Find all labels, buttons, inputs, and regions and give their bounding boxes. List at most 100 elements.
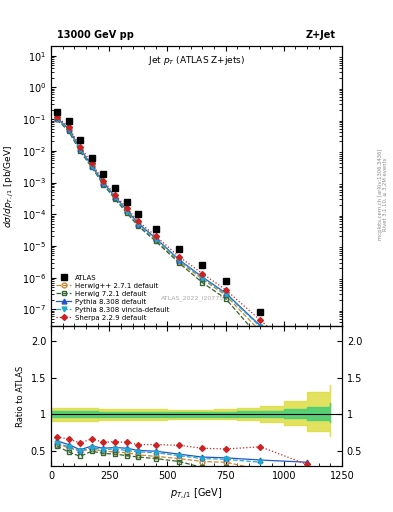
Line: Herwig 7.2.1 default: Herwig 7.2.1 default (55, 117, 309, 388)
Text: mcplots.cern.ch [arXiv:1306.3436]: mcplots.cern.ch [arXiv:1306.3436] (378, 149, 382, 240)
Pythia 8.308 default (177, 257, 182, 263)
Text: Rivet 3.1.10, ≥ 3.2M events: Rivet 3.1.10, ≥ 3.2M events (383, 158, 387, 231)
Herwig++ 2.7.1 default (90, 163, 94, 169)
ATLAS (258, 309, 263, 315)
Sherpa 2.2.9 default (66, 124, 71, 130)
Herwig 7.2.1 default (66, 128, 71, 134)
ATLAS (113, 185, 118, 191)
Pythia 8.308 vincia-default (113, 194, 118, 200)
Legend: ATLAS, Herwig++ 2.7.1 default, Herwig 7.2.1 default, Pythia 8.308 default, Pythi: ATLAS, Herwig++ 2.7.1 default, Herwig 7.… (55, 273, 171, 323)
Herwig++ 2.7.1 default (55, 116, 59, 122)
Herwig 7.2.1 default (305, 382, 309, 389)
Pythia 8.308 default (200, 274, 205, 280)
Line: Sherpa 2.2.9 default: Sherpa 2.2.9 default (55, 115, 309, 362)
Pythia 8.308 default (113, 194, 118, 200)
Pythia 8.308 default (153, 235, 158, 241)
Text: 13000 GeV pp: 13000 GeV pp (57, 31, 134, 40)
Sherpa 2.2.9 default (258, 317, 263, 324)
Sherpa 2.2.9 default (223, 287, 228, 293)
Pythia 8.308 vincia-default (305, 361, 309, 368)
Pythia 8.308 default (223, 290, 228, 296)
Herwig 7.2.1 default (258, 335, 263, 342)
ATLAS (305, 338, 309, 344)
Pythia 8.308 vincia-default (66, 126, 71, 132)
Herwig 7.2.1 default (90, 164, 94, 170)
Herwig 7.2.1 default (177, 260, 182, 266)
Pythia 8.308 default (66, 125, 71, 132)
Sherpa 2.2.9 default (78, 143, 83, 150)
Pythia 8.308 vincia-default (124, 208, 129, 214)
ATLAS (90, 155, 94, 161)
ATLAS (223, 278, 228, 284)
Herwig 7.2.1 default (78, 148, 83, 155)
ATLAS (200, 262, 205, 268)
Herwig 7.2.1 default (153, 238, 158, 244)
ATLAS (153, 226, 158, 232)
Herwig 7.2.1 default (124, 210, 129, 216)
Pythia 8.308 vincia-default (153, 236, 158, 242)
Sherpa 2.2.9 default (101, 178, 106, 184)
ATLAS (136, 211, 141, 217)
Pythia 8.308 vincia-default (55, 116, 59, 122)
Line: Herwig++ 2.7.1 default: Herwig++ 2.7.1 default (55, 117, 309, 366)
Herwig 7.2.1 default (223, 295, 228, 302)
Herwig++ 2.7.1 default (101, 181, 106, 187)
Pythia 8.308 vincia-default (136, 221, 141, 227)
Line: ATLAS: ATLAS (54, 109, 310, 344)
Sherpa 2.2.9 default (136, 219, 141, 225)
ATLAS (66, 118, 71, 124)
Pythia 8.308 vincia-default (258, 324, 263, 330)
Herwig 7.2.1 default (113, 196, 118, 202)
Herwig++ 2.7.1 default (177, 259, 182, 265)
Pythia 8.308 default (305, 360, 309, 367)
Line: Pythia 8.308 vincia-default: Pythia 8.308 vincia-default (55, 116, 309, 367)
Pythia 8.308 default (101, 180, 106, 186)
Pythia 8.308 default (90, 163, 94, 169)
ATLAS (101, 172, 106, 178)
Herwig 7.2.1 default (55, 116, 59, 122)
ATLAS (124, 199, 129, 205)
Herwig++ 2.7.1 default (200, 276, 205, 282)
Herwig 7.2.1 default (200, 280, 205, 286)
ATLAS (55, 109, 59, 115)
Sherpa 2.2.9 default (305, 357, 309, 364)
Herwig++ 2.7.1 default (136, 222, 141, 228)
Sherpa 2.2.9 default (124, 205, 129, 211)
Sherpa 2.2.9 default (177, 253, 182, 260)
Herwig++ 2.7.1 default (78, 146, 83, 153)
Sherpa 2.2.9 default (113, 191, 118, 198)
Pythia 8.308 default (136, 221, 141, 227)
Sherpa 2.2.9 default (153, 233, 158, 239)
Sherpa 2.2.9 default (200, 270, 205, 276)
Pythia 8.308 default (55, 115, 59, 121)
Y-axis label: Ratio to ATLAS: Ratio to ATLAS (16, 366, 25, 426)
Herwig++ 2.7.1 default (124, 209, 129, 215)
ATLAS (78, 137, 83, 143)
Herwig++ 2.7.1 default (223, 292, 228, 298)
Herwig++ 2.7.1 default (153, 237, 158, 243)
Herwig++ 2.7.1 default (66, 126, 71, 133)
Pythia 8.308 default (258, 323, 263, 329)
Herwig++ 2.7.1 default (258, 329, 263, 335)
ATLAS (177, 246, 182, 252)
Herwig 7.2.1 default (136, 223, 141, 229)
Herwig 7.2.1 default (101, 182, 106, 188)
Line: Pythia 8.308 default: Pythia 8.308 default (55, 116, 309, 366)
Pythia 8.308 vincia-default (90, 163, 94, 169)
X-axis label: $p_{T,j1}$ [GeV]: $p_{T,j1}$ [GeV] (170, 486, 223, 501)
Text: ATLAS_2022_I2077570: ATLAS_2022_I2077570 (161, 295, 232, 301)
Pythia 8.308 default (78, 146, 83, 152)
Herwig++ 2.7.1 default (305, 360, 309, 367)
Pythia 8.308 vincia-default (200, 274, 205, 281)
Text: Jet $p_T$ (ATLAS Z+jets): Jet $p_T$ (ATLAS Z+jets) (148, 54, 245, 68)
Sherpa 2.2.9 default (55, 114, 59, 120)
Pythia 8.308 vincia-default (101, 180, 106, 186)
Pythia 8.308 default (124, 207, 129, 213)
Text: Z+Jet: Z+Jet (306, 31, 336, 40)
Y-axis label: $d\sigma/dp_{T,j1}$ [pb/GeV]: $d\sigma/dp_{T,j1}$ [pb/GeV] (4, 144, 17, 228)
Pythia 8.308 vincia-default (223, 291, 228, 297)
Pythia 8.308 vincia-default (177, 257, 182, 263)
Pythia 8.308 vincia-default (78, 146, 83, 153)
Sherpa 2.2.9 default (90, 160, 94, 166)
Herwig++ 2.7.1 default (113, 195, 118, 201)
